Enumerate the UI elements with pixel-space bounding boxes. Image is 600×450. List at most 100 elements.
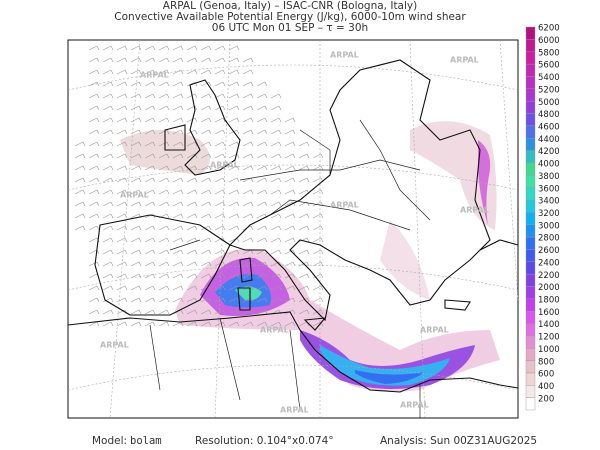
wind-barb	[278, 297, 282, 303]
wind-barb	[138, 165, 142, 171]
wind-barb	[88, 93, 98, 99]
wind-barb	[320, 273, 324, 279]
wind-barb	[144, 81, 154, 87]
wind-barb	[166, 117, 170, 123]
wind-barb	[228, 57, 238, 63]
wind-barb	[242, 81, 252, 87]
wind-barb	[222, 165, 226, 171]
wind-barb	[124, 261, 128, 267]
wind-barb	[96, 177, 100, 183]
colorbar-swatch	[525, 249, 536, 262]
wind-barb	[88, 81, 98, 87]
wind-barb	[200, 297, 210, 303]
colorbar-label: 5200	[538, 85, 560, 95]
colorbar-label: 5800	[538, 48, 560, 58]
wind-barb	[270, 297, 280, 303]
wind-barb	[194, 45, 198, 51]
wind-barb	[172, 45, 182, 51]
wind-barb	[152, 261, 156, 267]
wind-barb	[88, 177, 98, 183]
colorbar-label: 1200	[538, 333, 560, 343]
wind-barb	[292, 225, 296, 231]
wind-barb	[194, 249, 198, 255]
wind-barb	[292, 237, 296, 243]
wind-barb	[222, 321, 226, 327]
wind-barb	[256, 189, 266, 195]
wind-barb	[186, 189, 196, 195]
wind-barb	[222, 69, 226, 75]
colorbar-swatch	[525, 348, 536, 361]
wind-barb	[102, 321, 112, 327]
wind-barb	[320, 213, 324, 219]
wind-barb	[208, 153, 212, 159]
wind-barb	[284, 285, 294, 291]
wind-barb	[264, 261, 268, 267]
wind-barb	[242, 57, 252, 63]
wind-barb	[116, 321, 126, 327]
wind-barb	[186, 237, 196, 243]
colorbar: 200 400 600 800 1000 1200 1400 1600 1800 2000 2200…	[525, 24, 560, 411]
wind-barb	[110, 45, 114, 51]
wind-barb	[264, 129, 268, 135]
wind-barb	[242, 249, 252, 255]
colorbar-swatch	[525, 310, 536, 324]
wind-barb	[256, 273, 266, 279]
wind-barb	[186, 249, 196, 255]
wind-barb	[236, 69, 240, 75]
coastlines	[67, 59, 519, 393]
colorbar-swatch	[525, 88, 536, 102]
watermark: ARPAL	[400, 401, 429, 410]
wind-barb	[208, 189, 212, 195]
wind-barb	[138, 177, 142, 183]
wind-barb	[194, 273, 198, 279]
wind-barb	[208, 237, 212, 243]
colorbar-swatch	[525, 76, 536, 89]
wind-barb	[166, 189, 170, 195]
wind-barb	[208, 69, 212, 75]
wind-barb	[102, 237, 112, 243]
colorbar-label: 400	[538, 382, 554, 392]
colorbar-swatch	[525, 150, 536, 164]
wind-barb	[96, 141, 100, 147]
wind-barb	[270, 285, 280, 291]
wind-barb	[152, 105, 156, 111]
wind-barb	[172, 237, 182, 243]
wind-barb	[278, 105, 282, 111]
wind-barb	[172, 153, 182, 159]
wind-barb	[172, 189, 182, 195]
wind-barb	[312, 177, 322, 183]
wind-barb	[200, 105, 210, 111]
wind-barb	[250, 93, 254, 99]
colorbar-label: 1800	[538, 295, 560, 305]
wind-barb	[264, 321, 268, 327]
wind-barb	[284, 129, 294, 135]
wind-barb	[214, 57, 224, 63]
wind-barb	[264, 81, 268, 87]
wind-barb	[130, 249, 140, 255]
wind-barb	[82, 165, 86, 171]
wind-barb	[130, 117, 140, 123]
wind-barb	[138, 285, 142, 291]
wind-barb	[158, 153, 168, 159]
wind-barb	[284, 117, 294, 123]
wind-barb	[214, 273, 224, 279]
wind-barb	[172, 165, 182, 171]
wind-barb	[138, 249, 142, 255]
wind-barb	[208, 225, 212, 231]
wind-barb	[186, 57, 196, 63]
wind-barb	[250, 321, 254, 327]
wind-barb	[200, 261, 210, 267]
wind-barb	[298, 297, 308, 303]
wind-barb	[110, 273, 114, 279]
wind-barb	[130, 201, 140, 207]
wind-barb	[102, 57, 112, 63]
wind-barb	[250, 201, 254, 207]
wind-barb	[264, 153, 268, 159]
wind-barb	[124, 285, 128, 291]
footer-model: bolam	[130, 435, 162, 447]
watermark: ARPAL	[420, 326, 449, 335]
wind-barb	[312, 201, 322, 207]
wind-barb	[250, 153, 254, 159]
wind-barb	[110, 69, 114, 75]
wind-barb	[250, 261, 254, 267]
